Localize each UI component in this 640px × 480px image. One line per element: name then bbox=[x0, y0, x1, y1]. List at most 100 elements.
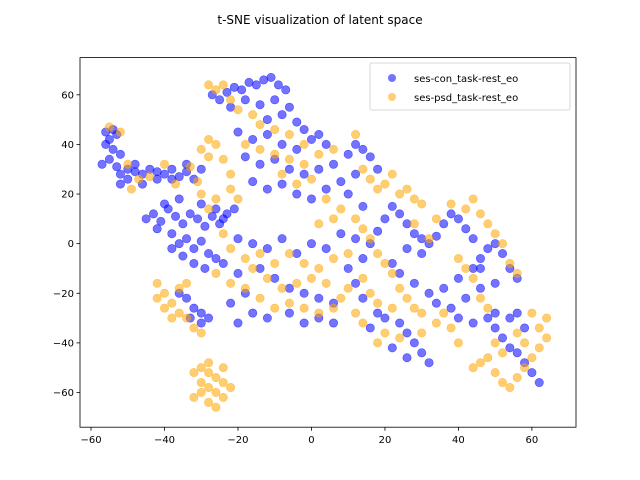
data-point bbox=[343, 249, 353, 259]
data-point bbox=[218, 363, 228, 373]
data-point bbox=[299, 159, 309, 169]
data-point bbox=[200, 221, 210, 231]
data-point bbox=[453, 313, 463, 323]
data-point bbox=[226, 169, 236, 179]
data-point bbox=[171, 179, 181, 189]
data-point bbox=[299, 125, 309, 135]
data-point bbox=[483, 244, 493, 254]
data-point bbox=[387, 201, 397, 211]
data-point bbox=[306, 194, 316, 204]
data-point bbox=[211, 139, 221, 149]
data-point bbox=[233, 127, 243, 137]
data-point bbox=[542, 313, 552, 323]
data-point bbox=[380, 328, 390, 338]
data-point bbox=[277, 169, 287, 179]
data-point bbox=[387, 169, 397, 179]
data-point bbox=[204, 358, 214, 368]
data-point bbox=[196, 328, 206, 338]
data-point bbox=[336, 293, 346, 303]
data-point bbox=[101, 139, 111, 149]
data-point bbox=[262, 273, 272, 283]
data-point bbox=[468, 273, 478, 283]
data-point bbox=[380, 258, 390, 268]
data-point bbox=[343, 149, 353, 159]
data-point bbox=[196, 144, 206, 154]
data-point bbox=[527, 368, 537, 378]
data-point bbox=[97, 159, 107, 169]
data-point bbox=[351, 214, 361, 224]
data-point bbox=[321, 244, 331, 254]
data-point bbox=[424, 288, 434, 298]
data-point bbox=[292, 144, 302, 154]
data-point bbox=[204, 134, 214, 144]
data-point bbox=[211, 387, 221, 397]
data-point bbox=[490, 308, 500, 318]
data-point bbox=[233, 105, 243, 115]
data-point bbox=[329, 303, 339, 313]
data-point bbox=[167, 313, 177, 323]
data-point bbox=[233, 194, 243, 204]
data-point bbox=[475, 263, 485, 273]
data-point bbox=[505, 343, 515, 353]
data-point bbox=[387, 343, 397, 353]
legend: ses-con_task-rest_eo ses-psd_task-rest_e… bbox=[369, 62, 571, 111]
data-point bbox=[189, 244, 199, 254]
data-point bbox=[306, 273, 316, 283]
data-point bbox=[365, 174, 375, 184]
data-point bbox=[490, 338, 500, 348]
data-point bbox=[314, 219, 324, 229]
data-point bbox=[255, 100, 265, 110]
data-point bbox=[299, 318, 309, 328]
data-point bbox=[512, 348, 522, 358]
data-point bbox=[380, 179, 390, 189]
data-point bbox=[211, 194, 221, 204]
data-point bbox=[351, 129, 361, 139]
data-point bbox=[409, 194, 419, 204]
data-point bbox=[237, 85, 247, 95]
data-point bbox=[160, 288, 170, 298]
data-point bbox=[196, 318, 206, 328]
points-layer bbox=[97, 72, 552, 412]
data-point bbox=[483, 303, 493, 313]
data-point bbox=[468, 363, 478, 373]
data-point bbox=[211, 85, 221, 95]
data-point bbox=[233, 234, 243, 244]
data-point bbox=[358, 318, 368, 328]
data-point bbox=[402, 353, 412, 363]
data-point bbox=[233, 268, 243, 278]
data-point bbox=[512, 328, 522, 338]
data-point bbox=[123, 174, 133, 184]
data-point bbox=[196, 363, 206, 373]
data-point bbox=[160, 303, 170, 313]
data-point bbox=[431, 318, 441, 328]
data-point bbox=[321, 184, 331, 194]
data-point bbox=[402, 184, 412, 194]
data-point bbox=[196, 199, 206, 209]
data-point bbox=[292, 117, 302, 127]
data-point bbox=[490, 368, 500, 378]
data-point bbox=[314, 129, 324, 139]
data-point bbox=[167, 298, 177, 308]
data-point bbox=[281, 85, 291, 95]
data-point bbox=[365, 323, 375, 333]
data-point bbox=[174, 308, 184, 318]
data-point bbox=[273, 80, 283, 90]
data-point bbox=[277, 179, 287, 189]
data-point bbox=[527, 308, 537, 318]
data-point bbox=[284, 164, 294, 174]
data-point bbox=[439, 308, 449, 318]
data-point bbox=[461, 263, 471, 273]
data-point bbox=[115, 169, 125, 179]
data-point bbox=[351, 139, 361, 149]
data-point bbox=[262, 115, 272, 125]
data-point bbox=[490, 229, 500, 239]
data-point bbox=[182, 234, 192, 244]
data-point bbox=[395, 189, 405, 199]
data-point bbox=[475, 358, 485, 368]
y-axis: −60 −40 −20 0 20 40 60 bbox=[53, 90, 80, 399]
data-point bbox=[542, 333, 552, 343]
data-point bbox=[226, 244, 236, 254]
x-tick-label: 40 bbox=[452, 435, 465, 446]
data-point bbox=[321, 139, 331, 149]
data-point bbox=[167, 164, 177, 174]
